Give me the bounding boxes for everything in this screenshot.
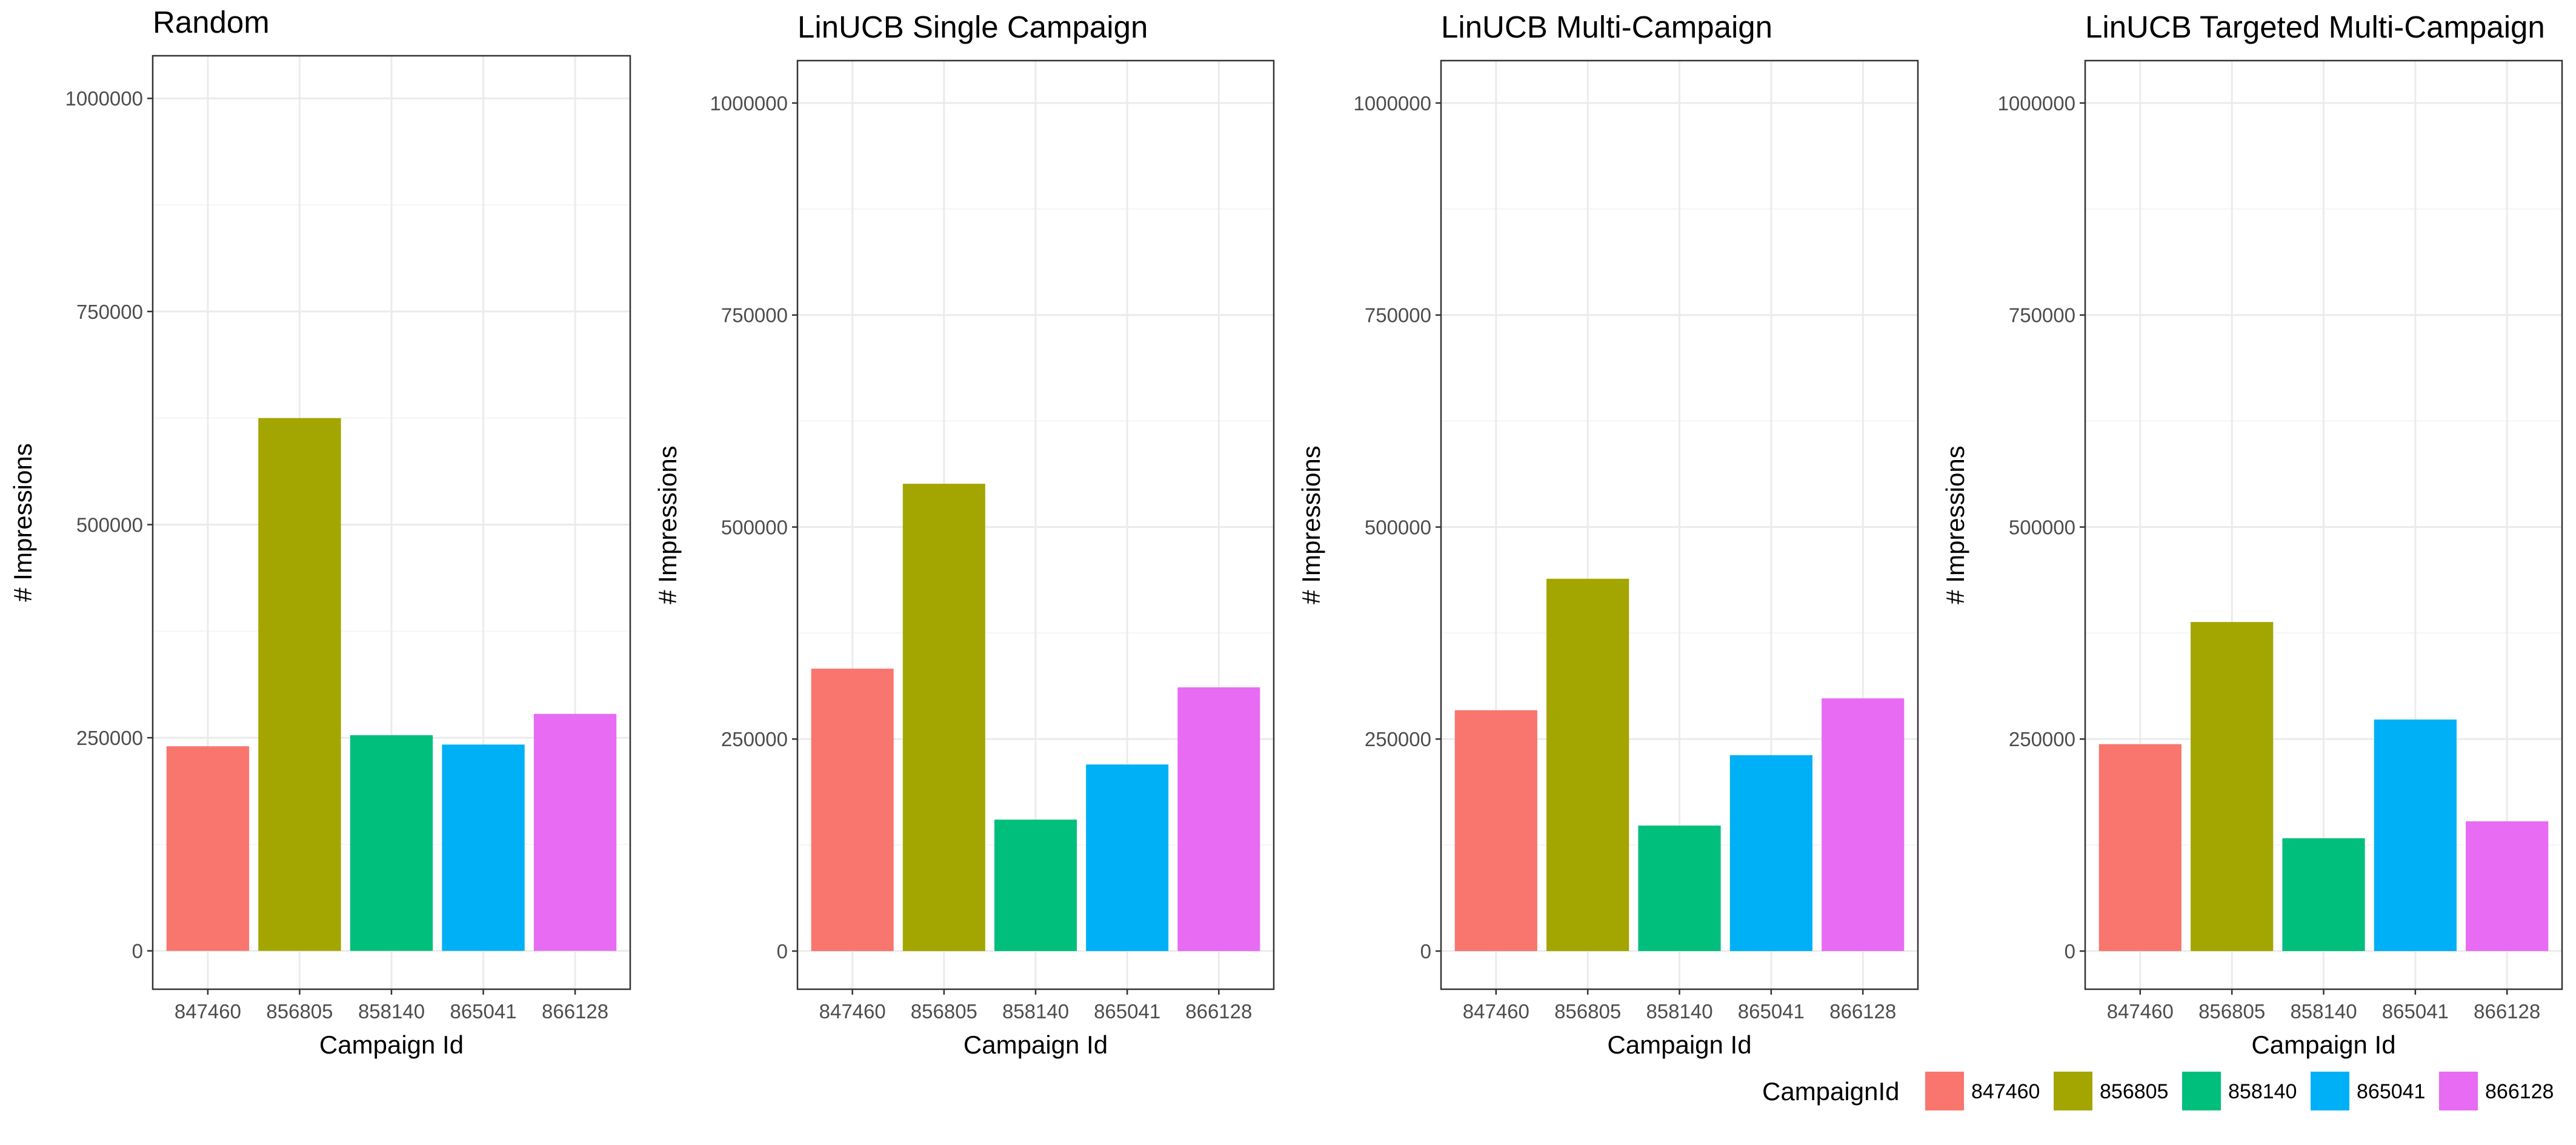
x-axis-label: Campaign Id xyxy=(319,1030,464,1059)
y-tick-label: 0 xyxy=(777,940,788,963)
x-tick-label: 865041 xyxy=(450,1000,516,1023)
y-tick-label: 250000 xyxy=(76,727,143,749)
bar-858140 xyxy=(2282,838,2365,952)
bar-866128 xyxy=(1822,698,1905,952)
panel-title: Random xyxy=(153,5,270,39)
x-tick-label: 865041 xyxy=(1094,1000,1160,1023)
legend-label: 866128 xyxy=(2485,1080,2554,1103)
y-tick-label: 500000 xyxy=(2009,516,2075,538)
bar-866128 xyxy=(533,713,617,951)
bar-866128 xyxy=(1177,687,1260,952)
bar-858140 xyxy=(1638,825,1721,952)
panel-2: 0 250000 500000 750000 1000000 847460 856805 85… xyxy=(653,10,1275,1059)
y-tick-label: 750000 xyxy=(721,304,788,327)
bar-865041 xyxy=(442,744,525,951)
y-axis-label: # Impressions xyxy=(653,446,682,604)
legend-label: 847460 xyxy=(1971,1080,2040,1103)
legend-label: 858140 xyxy=(2228,1080,2297,1103)
x-tick-label: 858140 xyxy=(358,1000,425,1023)
bar-847460 xyxy=(166,746,250,951)
x-axis-label: Campaign Id xyxy=(2251,1030,2395,1059)
y-tick-label: 500000 xyxy=(721,516,788,538)
bar-856805 xyxy=(902,484,985,952)
panel-1: 0 250000 500000 750000 1000000 847460 856805 85… xyxy=(8,5,631,1059)
x-tick-label: 858140 xyxy=(1646,1000,1712,1023)
y-tick-label: 500000 xyxy=(76,513,143,536)
legend-key-858140 xyxy=(2182,1072,2221,1110)
y-tick-label: 750000 xyxy=(76,301,143,323)
y-axis-label: # Impressions xyxy=(8,443,37,601)
x-tick-label: 847460 xyxy=(819,1000,886,1023)
panel-title: LinUCB Single Campaign xyxy=(797,10,1148,44)
bar-858140 xyxy=(994,820,1077,952)
y-tick-label: 250000 xyxy=(1365,728,1431,750)
y-tick-label: 1000000 xyxy=(1354,92,1431,115)
x-axis-label: Campaign Id xyxy=(1607,1030,1751,1059)
legend-key-847460 xyxy=(1925,1072,1964,1110)
legend-key-865041 xyxy=(2311,1072,2349,1110)
y-tick-label: 250000 xyxy=(2009,728,2075,750)
y-tick-label: 750000 xyxy=(2009,304,2075,327)
bar-856805 xyxy=(258,418,341,951)
bar-865041 xyxy=(1086,764,1169,952)
panel-title: LinUCB Targeted Multi-Campaign xyxy=(2085,10,2545,44)
y-tick-label: 0 xyxy=(1420,940,1431,963)
y-tick-label: 1000000 xyxy=(710,92,788,115)
x-tick-label: 865041 xyxy=(2382,1000,2449,1023)
x-tick-label: 856805 xyxy=(2198,1000,2265,1023)
bar-856805 xyxy=(2191,622,2274,952)
panel-4: 0 250000 500000 750000 1000000 847460 856805 85… xyxy=(1941,10,2563,1059)
legend-label: 865041 xyxy=(2357,1080,2425,1103)
legend-key-866128 xyxy=(2439,1072,2478,1110)
bar-858140 xyxy=(350,735,433,951)
legend-key-856805 xyxy=(2054,1072,2092,1110)
panel-title: LinUCB Multi-Campaign xyxy=(1441,10,1772,44)
bar-856805 xyxy=(1546,578,1629,952)
bar-847460 xyxy=(811,669,894,952)
bar-847460 xyxy=(2098,744,2182,952)
x-tick-label: 856805 xyxy=(911,1000,977,1023)
x-tick-label: 847460 xyxy=(175,1000,241,1023)
y-axis-label: # Impressions xyxy=(1941,446,1969,604)
y-tick-label: 750000 xyxy=(1365,304,1431,327)
legend-title: CampaignId xyxy=(1762,1077,1899,1106)
x-tick-label: 866128 xyxy=(1829,1000,1896,1023)
x-tick-label: 856805 xyxy=(266,1000,333,1023)
y-axis-label: # Impressions xyxy=(1297,446,1325,604)
y-tick-label: 0 xyxy=(2065,940,2075,963)
x-tick-label: 847460 xyxy=(2107,1000,2174,1023)
bar-865041 xyxy=(1729,755,1812,952)
y-tick-label: 1000000 xyxy=(65,87,143,110)
legend-label: 856805 xyxy=(2100,1080,2168,1103)
y-tick-label: 500000 xyxy=(1365,516,1431,538)
bar-865041 xyxy=(2374,719,2457,952)
y-tick-label: 250000 xyxy=(721,728,788,750)
y-tick-label: 0 xyxy=(132,940,143,963)
x-tick-label: 866128 xyxy=(1185,1000,1252,1023)
panel-3: 0 250000 500000 750000 1000000 847460 856805 85… xyxy=(1297,10,1919,1059)
bar-847460 xyxy=(1454,710,1537,952)
x-tick-label: 856805 xyxy=(1554,1000,1621,1023)
x-tick-label: 866128 xyxy=(542,1000,608,1023)
y-tick-label: 1000000 xyxy=(1998,92,2075,115)
x-tick-label: 865041 xyxy=(1738,1000,1805,1023)
bar-866128 xyxy=(2466,821,2549,952)
x-tick-label: 858140 xyxy=(2290,1000,2357,1023)
x-axis-label: Campaign Id xyxy=(964,1030,1108,1059)
x-tick-label: 866128 xyxy=(2474,1000,2540,1023)
x-tick-label: 858140 xyxy=(1002,1000,1069,1023)
x-tick-label: 847460 xyxy=(1463,1000,1529,1023)
legend: CampaignId 847460 856805 858140 865041 866128 xyxy=(1762,1072,2554,1110)
